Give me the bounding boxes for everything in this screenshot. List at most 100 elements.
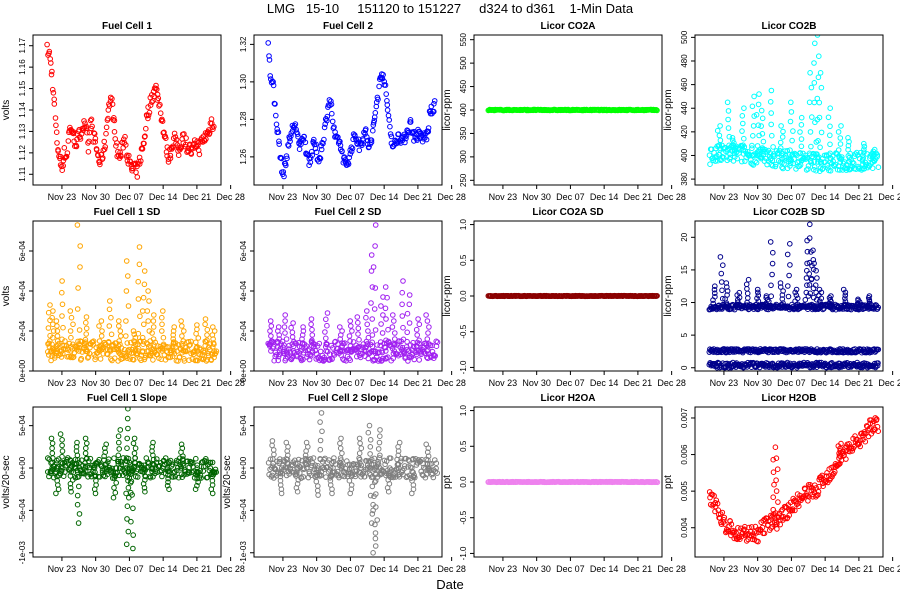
data-point [59,278,65,284]
data-point [88,116,95,123]
data-point [99,328,105,334]
data-point [816,483,822,490]
data-point [725,116,731,123]
data-point [709,502,716,509]
data-point [136,244,143,250]
data-point [787,163,793,169]
data-point [743,281,750,288]
data-point [797,150,803,157]
x-tick-label: Dec 07 [777,378,806,388]
x-tick-label: Dec 07 [115,378,144,388]
data-point [123,541,130,548]
data-point [180,338,187,344]
data-point [812,40,818,47]
data-point [115,458,122,465]
data-point [769,163,776,169]
data-point [815,492,821,498]
data-point [344,458,350,464]
x-tick-label: Dec 14 [149,564,178,574]
data-point [802,297,809,303]
data-point [754,143,761,149]
data-point [347,318,354,324]
data-point [853,362,859,369]
data-point [49,450,56,457]
data-point [315,492,321,498]
data-point [67,481,74,487]
data-point [273,112,279,119]
data-point [779,292,786,298]
data-point [82,435,89,442]
data-point [194,482,200,489]
data-point [207,459,214,466]
data-point [57,431,64,437]
data-point [276,141,283,147]
data-point [791,156,797,162]
data-point [337,138,343,145]
plot-frame [253,34,443,186]
data-point [818,129,825,136]
data-point [749,152,756,159]
data-point [299,336,305,342]
data-point [384,294,390,301]
data-point [361,473,368,480]
data-point [385,326,391,333]
data-point [714,500,721,507]
data-point [48,435,55,442]
data-point [171,130,178,137]
data-point [378,303,384,309]
data-point [788,109,795,115]
data-point [209,332,216,338]
x-tick-label: Dec 07 [115,564,144,574]
data-point [730,142,737,149]
x-tick-label: Dec 14 [149,378,178,388]
data-points [485,478,661,486]
data-point [137,313,143,320]
data-point [425,465,432,471]
data-point [276,336,283,342]
data-point [404,329,411,336]
data-point [654,293,660,299]
data-point [268,323,275,329]
data-point [365,334,372,341]
data-point [328,98,334,104]
data-point [76,348,82,354]
data-point [85,149,92,155]
data-point [374,342,381,348]
data-point [328,101,335,108]
x-tick-label: Dec 28 [216,192,245,202]
data-point [431,98,438,104]
data-point [73,143,80,150]
data-point [188,151,195,157]
data-point [805,163,812,169]
data-point [270,447,277,453]
data-point [267,318,274,324]
data-point [840,160,847,167]
data-point [164,482,171,489]
data-point [309,332,316,338]
data-point [792,507,798,514]
data-point [179,343,185,349]
data-point [58,468,65,474]
data-point [768,87,775,94]
data-point [826,304,833,310]
data-point [855,296,861,303]
data-point [103,441,109,448]
data-point [749,103,756,110]
data-point [774,466,781,473]
data-points [45,407,219,552]
data-point [731,140,737,146]
data-point [191,137,198,143]
x-tick-label: Nov 30 [81,192,110,202]
data-point [720,155,727,161]
data-point [204,337,210,344]
data-point [139,308,146,314]
data-point [372,530,379,536]
data-point [719,509,726,516]
data-point [194,468,200,475]
data-point [110,494,117,501]
data-point [51,96,58,103]
plot-frame [32,406,222,558]
data-point [842,298,849,305]
